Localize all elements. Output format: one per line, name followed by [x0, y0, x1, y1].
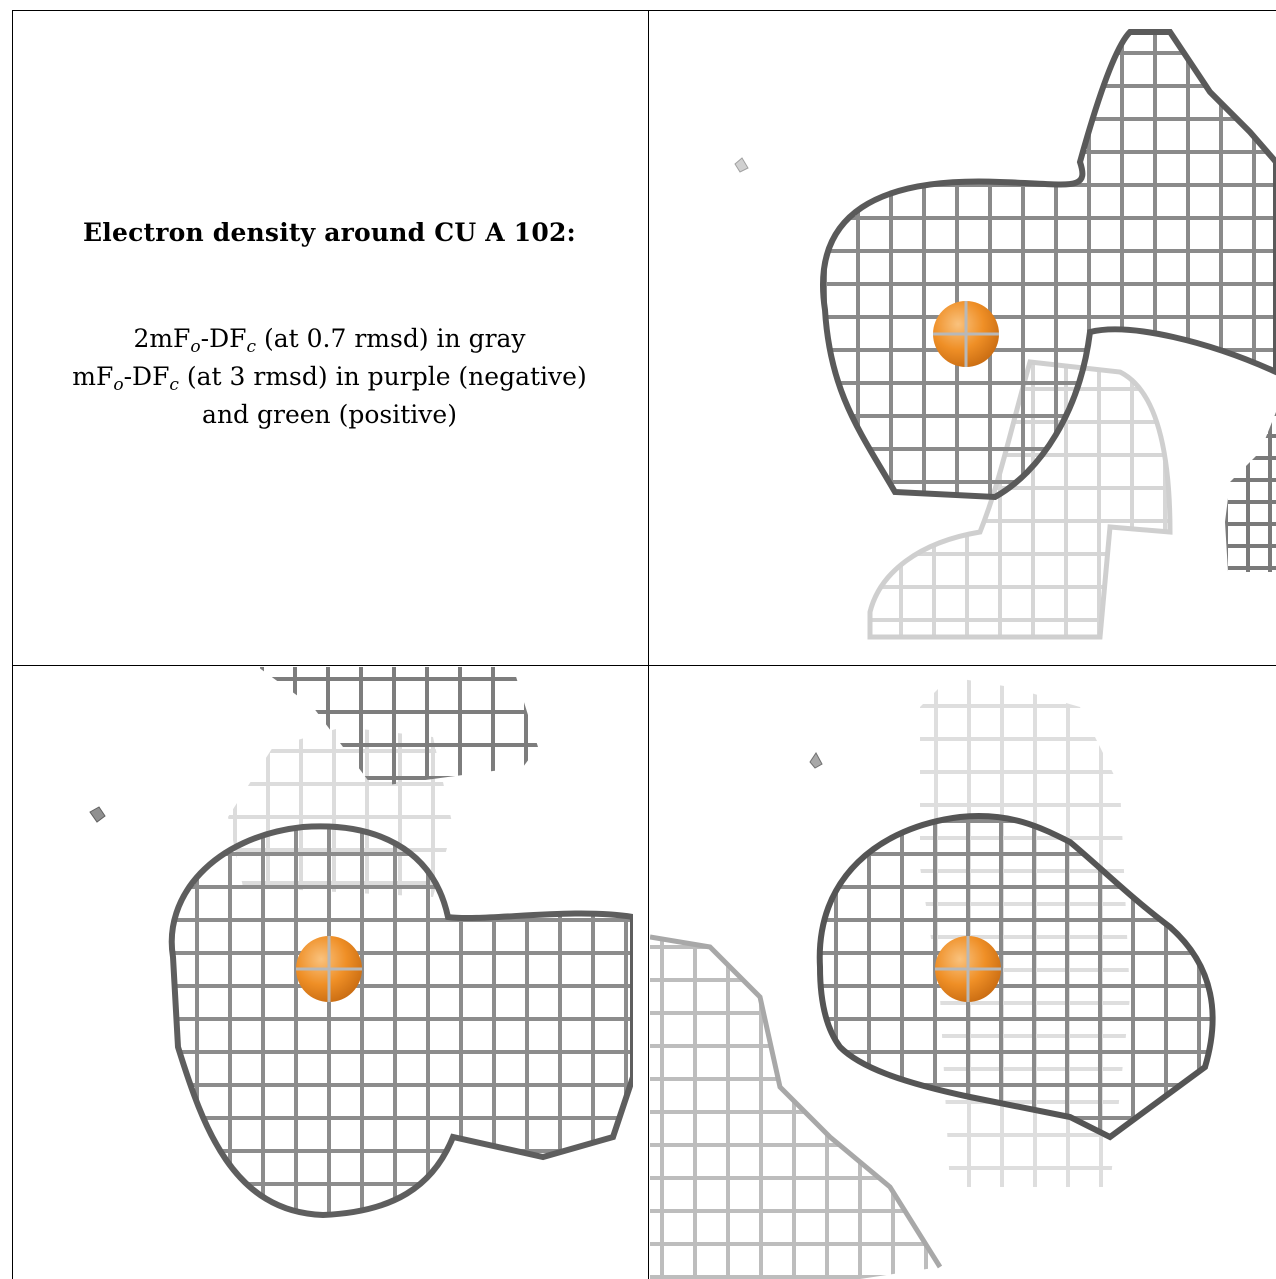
mesh-left-outline-br: [650, 934, 943, 1269]
view-top-right: [650, 12, 1276, 664]
view-bottom-left: [13, 667, 633, 1279]
mesh-svg-bottom-right: [650, 677, 1216, 1279]
caption-line-3: and green (positive): [202, 400, 457, 429]
mesh-svg-top-right: [734, 29, 1276, 640]
mesh-over-atom: [933, 301, 999, 367]
caption-panel: Electron density around CU A 102: 2mFo-D…: [12, 12, 647, 664]
caption-line-1: 2mFo-DFc (at 0.7 rmsd) in gray: [133, 324, 526, 357]
view-bottom-right: [650, 667, 1276, 1279]
mesh-svg-bottom-left: [89, 667, 633, 1219]
mesh-light-outline: [867, 359, 1173, 640]
mesh-dark-outline-bl: [168, 823, 633, 1219]
mesh-faint-upper: [228, 727, 453, 897]
frame-top-border: [12, 10, 1276, 11]
mesh-dark-outline-br: [816, 813, 1216, 1141]
frame-center-divider: [648, 10, 649, 1279]
mesh-dark-outline: [820, 29, 1276, 501]
caption-line-2: mFo-DFc (at 3 rmsd) in purple (negative): [72, 362, 587, 395]
mesh-grid-lines: [228, 727, 453, 897]
density-blob-small-bl: [89, 806, 106, 823]
mesh-over-atom-br: [935, 936, 1001, 1002]
density-blob-small: [734, 157, 749, 173]
density-blob-small-br: [809, 752, 823, 769]
mesh-over-atom-bl: [296, 936, 362, 1002]
frame-middle-divider: [12, 665, 1276, 666]
frame-left-border: [12, 10, 13, 1279]
caption-title: Electron density around CU A 102:: [83, 218, 576, 247]
